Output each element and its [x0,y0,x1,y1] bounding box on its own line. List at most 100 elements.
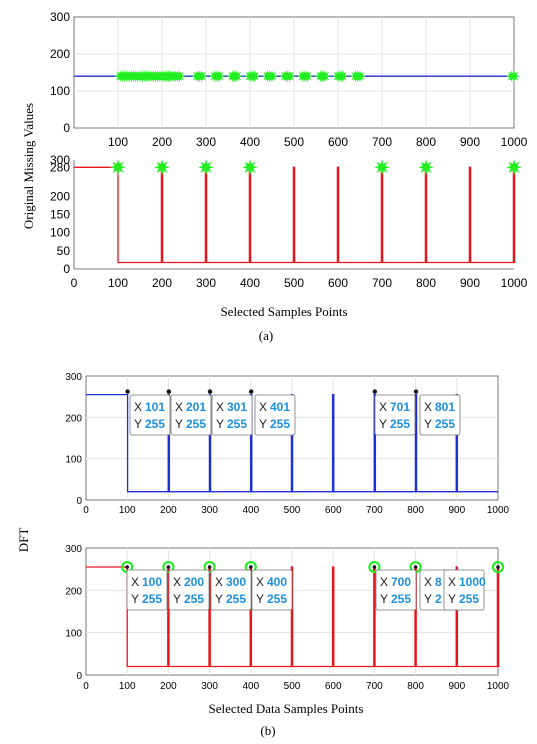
b-top-ytick-label: 0 [76,496,82,507]
b-top-xtick-label: 700 [366,505,383,516]
b-bottom-xtick-label: 0 [83,681,89,692]
datatip-y-label: Y [216,417,224,431]
datatip-x-value: 300 [226,575,246,589]
datatip-anchor-dot [249,389,254,394]
b-top-xtick-label: 1000 [487,505,510,516]
b-top-xtick-label: 500 [284,505,301,516]
datatip-box [210,569,252,611]
figure-a-xlabel: Selected Samples Points [220,304,347,319]
a-bottom-ytick-label: 50 [57,244,71,258]
datatip-anchor-dot [496,565,500,569]
chart-a-top: 0 100 200 300 100 200 300 400 500 600 700 800 900 100… [50,10,528,149]
b-top-xtick-label: 300 [201,505,218,516]
datatip-x-value: 401 [270,400,290,414]
a-bottom-xtick-label: 400 [240,276,260,290]
b-bottom-xtick-label: 1000 [487,681,510,692]
datatip-y-label: Y [424,417,432,431]
datatip-y-value: 255 [142,592,162,606]
datatip-y-value: 255 [267,592,287,606]
a-bottom-ytick-label: 280 [50,160,70,174]
datatip-anchor-dot [249,565,253,569]
datatip-y-value: 255 [391,592,411,606]
a-top-ytick-label: 300 [50,10,70,24]
figure-a-caption: (a) [259,328,273,343]
missing-value-marker [418,159,434,176]
datatip-anchor-dot [413,389,419,394]
datatip-x-value: 100 [142,575,162,589]
a-bottom-ytick-label: 0 [63,262,70,276]
datatip-anchor-circle [162,560,175,574]
a-bottom-xtick-label: 900 [460,276,480,290]
a-top-xtick-label: 400 [240,135,260,149]
datatip-x-label: X [424,575,432,589]
b-top-ytick-label: 200 [65,413,82,424]
a-bottom-xtick-label: 0 [71,276,78,290]
missing-value-marker [173,70,186,83]
a-top-xtick-label: 600 [328,135,348,149]
missing-value-marker [318,70,331,83]
a-top-ytick-label: 100 [50,84,70,98]
datatip-box [443,569,485,611]
datatip-x-label: X [256,575,264,589]
b-top-xtick-label: 600 [325,505,342,516]
datatip-y-value: 255 [226,592,246,606]
datatip-anchor-dot [372,389,378,394]
datatip-y-label: Y [215,592,223,606]
a-bottom-ytick-label: 300 [50,153,70,167]
missing-value-marker [248,70,261,83]
datatip-x-value: 301 [227,400,247,414]
datatip-x-label: X [380,575,388,589]
b-bottom-ytick-label: 100 [65,629,82,640]
a-bottom-xtick-label: 1000 [501,276,528,290]
missing-value-marker [508,70,520,83]
datatip-y-value: 255 [390,417,410,431]
missing-value-marker [110,159,126,176]
datatip-box [170,394,212,436]
datatip-anchor-dot [413,565,418,569]
datatip-anchor-dot [125,389,130,394]
a-bottom-xtick-label: 500 [284,276,304,290]
b-bottom-xtick-label: 200 [160,681,177,692]
a-top-xtick-label: 300 [196,135,216,149]
datatip-y-value: 255 [184,592,204,606]
missing-value-marker [283,70,296,83]
b-bottom-ytick-label: 0 [76,671,82,682]
datatip-y-label: Y [256,592,264,606]
b-bottom-xtick-label: 300 [201,681,218,692]
datatip-y-value: 255 [270,417,290,431]
datatip-x-label: X [379,400,387,414]
a-bottom-xtick-label: 600 [328,276,348,290]
b-bottom-xtick-label: 800 [407,681,424,692]
a-bottom-xtick-label: 200 [152,276,172,290]
datatip-box [374,394,416,436]
datatip-box [211,394,253,436]
a-top-ytick-label: 200 [50,47,70,61]
chart-b-bottom: 0 100 200 300 0 100 200 300 400 500 600 700 800 900 10… [65,544,509,692]
datatip-x-value: 701 [390,400,410,414]
datatip-y-label: Y [379,417,387,431]
missing-value-marker [230,70,243,83]
missing-value-marker [198,159,214,176]
datatip-box [168,569,210,611]
missing-value-marker [266,70,278,83]
b-top-series-line [86,393,498,493]
missing-value-marker [301,70,314,83]
a-bottom-ytick-label: 200 [50,189,70,203]
a-top-xtick-label: 700 [372,135,392,149]
figure-a-ylabel: Original Missing Values [21,103,36,229]
datatip-x-label: X [216,400,224,414]
chart-b-top: 0 100 200 300 0 100 200 300 400 500 600 700 800 900 10… [65,372,509,516]
a-top-xtick-label: 500 [284,135,304,149]
